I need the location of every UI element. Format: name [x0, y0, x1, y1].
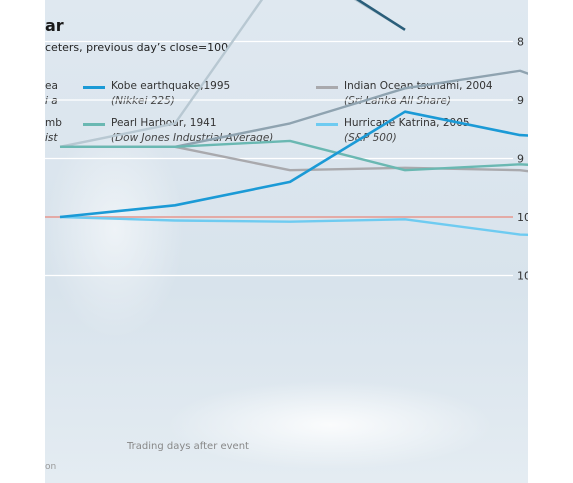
- source-fragment: on: [45, 462, 57, 472]
- plot-area: 10 10 9 9 8: [45, 0, 528, 283]
- series-line-1: [60, 139, 528, 172]
- x-axis-label: Trading days after event: [127, 441, 249, 452]
- chart-subtitle: ceters, previous day’s close=100: [45, 41, 229, 54]
- legend-swatch: [83, 86, 105, 89]
- y-tick-label: 9: [517, 94, 524, 107]
- legend-swatch: [316, 86, 338, 89]
- series-line-rebound: [355, 0, 406, 31]
- chart-panel: ar ceters, previous day’s close=100 ea i…: [45, 0, 528, 483]
- series-line-0: [59, 110, 528, 219]
- series-line-5: [59, 0, 406, 148]
- legend-label: Pearl Harbour, 1941: [111, 117, 217, 129]
- legend-label: Hurricane Katrina, 2005: [344, 117, 470, 129]
- chart-title: ar: [45, 16, 64, 35]
- legend-swatch: [316, 123, 338, 126]
- legend-swatch: [83, 123, 105, 126]
- legend-fragment: mb: [45, 117, 62, 129]
- legend-index: (Nikkei 225): [111, 95, 175, 107]
- legend-fragment: ist: [45, 132, 58, 144]
- legend-fragment: ea: [45, 80, 58, 92]
- y-tick-label: 8: [517, 36, 524, 49]
- haze-overlay: [165, 380, 495, 470]
- y-tick-label: 9: [517, 153, 524, 166]
- y-tick-label: 10: [517, 211, 528, 224]
- series-line-3: [59, 215, 528, 236]
- haze-overlay-left: [45, 120, 185, 340]
- y-tick-label: 10: [517, 270, 528, 283]
- legend-fragment: i a: [45, 95, 58, 107]
- series-line-4: [60, 69, 528, 149]
